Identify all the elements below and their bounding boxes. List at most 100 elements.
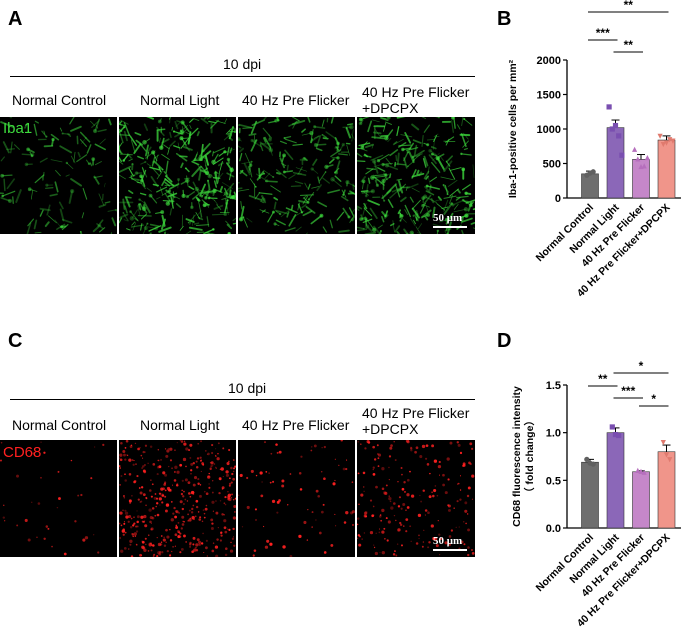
cd68-stain-label: CD68 [3,444,41,461]
cd68-puncta [361,538,362,539]
cd68-puncta [174,449,176,451]
data-point [616,433,621,438]
cd68-puncta [152,483,154,485]
microglia-process [287,165,288,170]
cd68-puncta [281,480,284,483]
microglia-soma [185,167,187,169]
cd68-puncta [179,551,181,553]
microglia-process [292,206,293,210]
microglia-soma [204,196,207,199]
microglia-soma [311,167,314,170]
cd68-puncta [197,457,199,459]
cd68-puncta [119,537,120,538]
microglia-process [398,153,399,163]
cd68-puncta [427,546,429,548]
panel-a-divider [10,76,475,77]
cd68-puncta [143,470,146,473]
cd68-puncta [131,495,132,496]
cd68-puncta [458,444,461,447]
cd68-puncta [25,519,28,522]
cd68-puncta [358,441,359,442]
microglia-soma [129,210,132,213]
cd68-puncta [169,555,171,557]
cd68-puncta [137,526,139,528]
microglia-soma [365,194,368,197]
cd68-puncta [464,501,467,504]
cd68-puncta [136,544,137,545]
cd68-puncta [129,544,131,546]
microglia-soma [207,152,209,154]
microglia-soma [61,132,63,134]
panel-c-condition-40hz: 40 Hz Pre Flicker [242,417,349,433]
cd68-puncta [272,481,274,483]
cd68-puncta [367,440,370,443]
cd68-puncta [233,545,235,547]
cd68-puncta [238,495,239,496]
cd68-puncta [204,491,206,493]
cd68-puncta [388,520,391,523]
cd68-puncta [128,548,129,549]
cd68-puncta [177,442,178,443]
microglia-soma [154,227,158,231]
cd68-puncta [390,500,392,502]
cd68-puncta [193,462,195,464]
cd68-puncta [423,489,425,491]
cd68-puncta [223,514,224,515]
cd68-puncta [218,492,220,494]
cd68-puncta [82,539,85,542]
cd68-puncta [434,460,437,463]
cd68-puncta [164,544,166,546]
cd68-puncta [315,519,316,520]
cd68-puncta [307,539,308,540]
cd68-puncta [199,516,201,518]
cd68-puncta [398,505,400,507]
data-point [591,169,596,174]
cd68-puncta [382,488,385,491]
cd68-puncta [439,554,440,555]
microglia-process [335,147,338,148]
microglia-process [213,214,226,215]
cd68-puncta [384,492,387,495]
cd68-puncta [123,528,125,530]
cd68-puncta [181,493,183,495]
cd68-puncta [432,495,435,498]
cd68-puncta [93,534,94,535]
cd68-puncta [155,506,157,508]
microglia-process [249,134,255,135]
cd68-puncta [184,499,186,501]
cd68-puncta [386,484,388,486]
cd68-puncta [165,542,167,544]
cd68-puncta [3,505,4,506]
microglia-soma [272,176,274,178]
cd68-puncta [401,508,403,510]
data-point [635,156,640,161]
microglia-soma [228,133,233,138]
microglia-soma [205,193,207,195]
cd68-puncta [0,460,2,462]
cd68-puncta [128,458,131,461]
cd68-puncta [161,551,163,553]
microglia-soma [313,125,316,128]
cd68-puncta [379,515,382,518]
cd68-puncta [299,472,302,475]
microglia-soma [26,147,30,151]
cd68-puncta [151,496,153,498]
cd68-puncta [389,455,391,457]
cd68-puncta [142,546,145,549]
cd68-puncta [171,467,173,469]
microglia-soma [129,134,131,136]
cd68-puncta [279,451,282,454]
cd68-puncta [397,543,398,544]
microglia-soma [51,138,54,141]
microglia-soma [229,168,233,172]
cd68-puncta [212,492,214,494]
cd68-puncta [459,498,461,500]
cd68-puncta [215,546,218,549]
cd68-puncta [381,531,384,534]
cd68-puncta [401,474,403,476]
cd68-puncta [140,491,143,494]
cd68-puncta [373,467,375,469]
cd68-puncta [467,554,469,556]
cd68-puncta [213,542,214,543]
cd68-puncta [161,501,163,503]
